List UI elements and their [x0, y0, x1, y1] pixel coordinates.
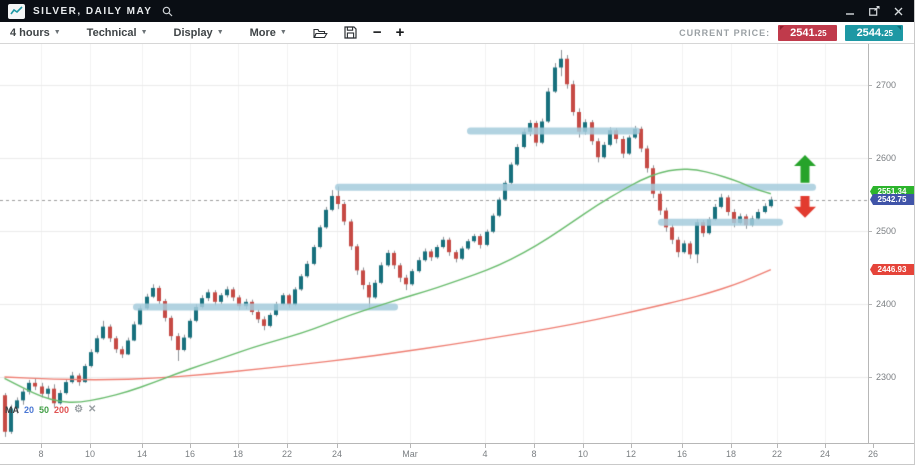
x-tick-mark: [825, 444, 826, 448]
app-logo-icon: [8, 3, 25, 19]
price-chart-canvas[interactable]: [0, 44, 868, 443]
time-axis[interactable]: 8 10 14 16 18 22 24 Mar 4 8 10 12 16 18 22 24 26: [0, 443, 914, 464]
close-button[interactable]: [894, 7, 903, 16]
x-tick-label: Mar: [402, 449, 418, 459]
x-tick-mark: [534, 444, 535, 448]
ma200-value-badge: 2446.93: [870, 264, 914, 275]
search-icon[interactable]: [162, 6, 173, 17]
ma-settings-gear-icon[interactable]: ⚙: [74, 404, 84, 415]
x-tick-mark: [682, 444, 683, 448]
x-tick-label: 24: [331, 449, 343, 459]
y-tick-label: 2700: [876, 80, 897, 90]
current-price-axis-badge: 2542.75: [870, 194, 914, 205]
open-folder-icon[interactable]: [313, 27, 328, 39]
y-tick-mark: [869, 158, 872, 159]
current-price-box: CURRENT PRICE: 2541.25 2544.25: [679, 24, 905, 41]
y-tick-mark: [869, 85, 872, 86]
price-axis[interactable]: 2300 2400 2500 2600 2700: [868, 44, 914, 443]
toolbar: 4 hours ▼ Technical ▼ Display ▼ More ▼ − + C…: [0, 22, 914, 44]
x-tick-mark: [142, 444, 143, 448]
x-tick-mark: [238, 444, 239, 448]
technical-dropdown[interactable]: Technical ▼: [86, 26, 148, 39]
x-tick-label: 18: [725, 449, 737, 459]
chevron-down-icon: ▼: [53, 29, 61, 36]
ma-label: MA: [5, 405, 19, 415]
x-tick-label: 8: [531, 449, 537, 459]
ma-period-200[interactable]: 200: [54, 405, 70, 415]
x-tick-label: 16: [184, 449, 196, 459]
ma-indicator-legend: MA 20 50 200 ⚙ ✕: [5, 404, 97, 416]
x-tick-label: 12: [625, 449, 637, 459]
display-dropdown[interactable]: Display ▼: [173, 26, 224, 39]
ma-remove-icon[interactable]: ✕: [88, 404, 97, 415]
x-tick-mark: [873, 444, 874, 448]
y-tick-mark: [869, 304, 872, 305]
x-tick-label: 4: [482, 449, 488, 459]
y-tick-label: 2600: [876, 153, 897, 163]
x-tick-label: 22: [771, 449, 783, 459]
bid-price-badge: 2541.25: [778, 24, 837, 41]
ma-period-20[interactable]: 20: [24, 405, 35, 415]
x-tick-label: 24: [819, 449, 831, 459]
more-dropdown[interactable]: More ▼: [249, 26, 287, 39]
x-tick-label: 14: [136, 449, 148, 459]
ma50-value-badge: 2551.34: [870, 186, 914, 197]
zoom-out-button[interactable]: −: [372, 24, 382, 41]
ask-tick-icon: [897, 25, 901, 30]
x-tick-label: 18: [232, 449, 244, 459]
chevron-down-icon: ▼: [216, 29, 224, 36]
bid-tick-icon: [780, 25, 785, 30]
ma-period-50[interactable]: 50: [39, 405, 50, 415]
x-tick-mark: [287, 444, 288, 448]
x-tick-mark: [485, 444, 486, 448]
x-tick-mark: [731, 444, 732, 448]
current-price-label: CURRENT PRICE:: [679, 27, 771, 38]
x-tick-label: 22: [281, 449, 293, 459]
x-tick-label: 10: [577, 449, 589, 459]
x-tick-mark: [190, 444, 191, 448]
x-tick-label: 26: [867, 449, 879, 459]
y-tick-label: 2500: [876, 226, 897, 236]
window-controls: [846, 6, 907, 16]
save-icon[interactable]: [344, 26, 357, 39]
chart-area: 2300 2400 2500 2600 2700 8 10 14 16 18 22 24 Mar 4 8 1…: [0, 44, 914, 464]
zoom-in-button[interactable]: +: [395, 24, 405, 41]
timeframe-dropdown[interactable]: 4 hours ▼: [10, 26, 61, 39]
y-tick-mark: [869, 231, 872, 232]
x-tick-mark: [631, 444, 632, 448]
title-bar: SILVER, DAILY MAY: [0, 0, 914, 22]
y-tick-label: 2300: [876, 372, 897, 382]
x-tick-mark: [410, 444, 411, 448]
ask-price-badge: 2544.25: [844, 24, 903, 41]
popout-button[interactable]: [869, 6, 880, 16]
x-tick-label: 16: [676, 449, 688, 459]
x-tick-mark: [337, 444, 338, 448]
y-tick-label: 2400: [876, 299, 897, 309]
x-tick-label: 10: [84, 449, 96, 459]
x-tick-mark: [583, 444, 584, 448]
minimize-button[interactable]: [846, 7, 855, 16]
x-tick-mark: [41, 444, 42, 448]
x-tick-label: 8: [38, 449, 44, 459]
y-tick-mark: [869, 377, 872, 378]
x-tick-mark: [777, 444, 778, 448]
chevron-down-icon: ▼: [140, 29, 148, 36]
x-tick-mark: [90, 444, 91, 448]
chart-title: SILVER, DAILY MAY: [33, 5, 153, 17]
chevron-down-icon: ▼: [279, 29, 287, 36]
